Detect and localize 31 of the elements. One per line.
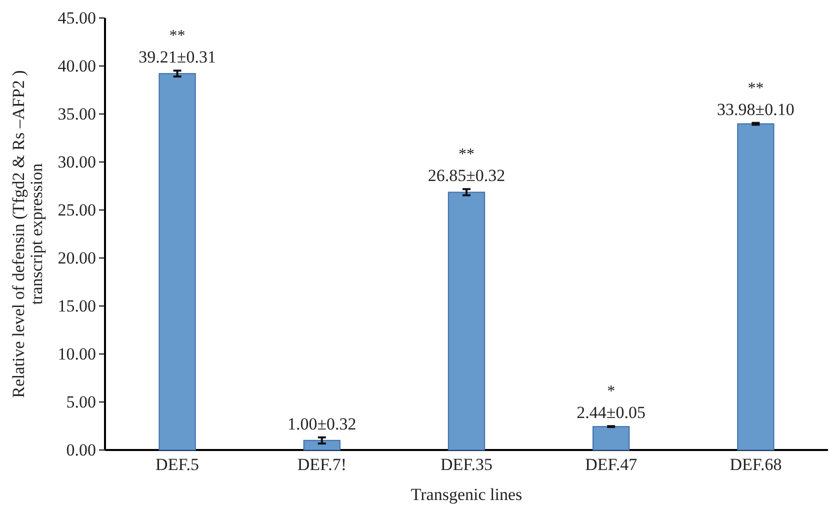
x-tick-label: DEF.35	[440, 455, 493, 474]
annotation: **	[169, 28, 186, 45]
data-label: 26.85±0.32	[428, 166, 506, 186]
y-tick-label: 30.00	[58, 152, 96, 172]
x-tick-label: DEF.47	[585, 455, 638, 474]
y-tick-label: 10.00	[58, 344, 96, 364]
bar	[448, 192, 486, 450]
y-tick-label: 20.00	[58, 248, 96, 268]
y-tick-label: 35.00	[58, 104, 96, 124]
y-tick-label: 25.00	[58, 200, 96, 220]
y-tick-label: 45.00	[58, 8, 96, 28]
bar	[592, 426, 630, 450]
data-label: 2.44±0.05	[576, 403, 646, 422]
x-tick-label: DEF.5	[156, 455, 200, 474]
data-label: 33.98±0.10	[717, 100, 794, 119]
bar	[737, 123, 774, 450]
bar	[303, 440, 340, 450]
annotation: **	[458, 146, 474, 164]
bar	[158, 73, 196, 450]
data-label: 39.21±0.31	[138, 48, 216, 67]
y-axis-title: Relative level of defensin (Tfgd2 & Rs –AFP2 ) transcript expression	[9, 70, 46, 398]
y-tick-label: 15.00	[58, 296, 96, 316]
x-tick-label: DEF.7!	[297, 455, 346, 474]
y-tick-label: 0.00	[66, 440, 96, 460]
x-tick-label: DEF.68	[730, 455, 782, 474]
x-axis-title: Transgenic lines	[410, 485, 522, 504]
y-tick-label: 5.00	[66, 392, 96, 412]
annotation: *	[607, 383, 616, 400]
y-tick-label: 40.00	[58, 56, 96, 76]
data-label: 1.00±0.32	[287, 414, 356, 434]
annotation: **	[748, 80, 764, 97]
